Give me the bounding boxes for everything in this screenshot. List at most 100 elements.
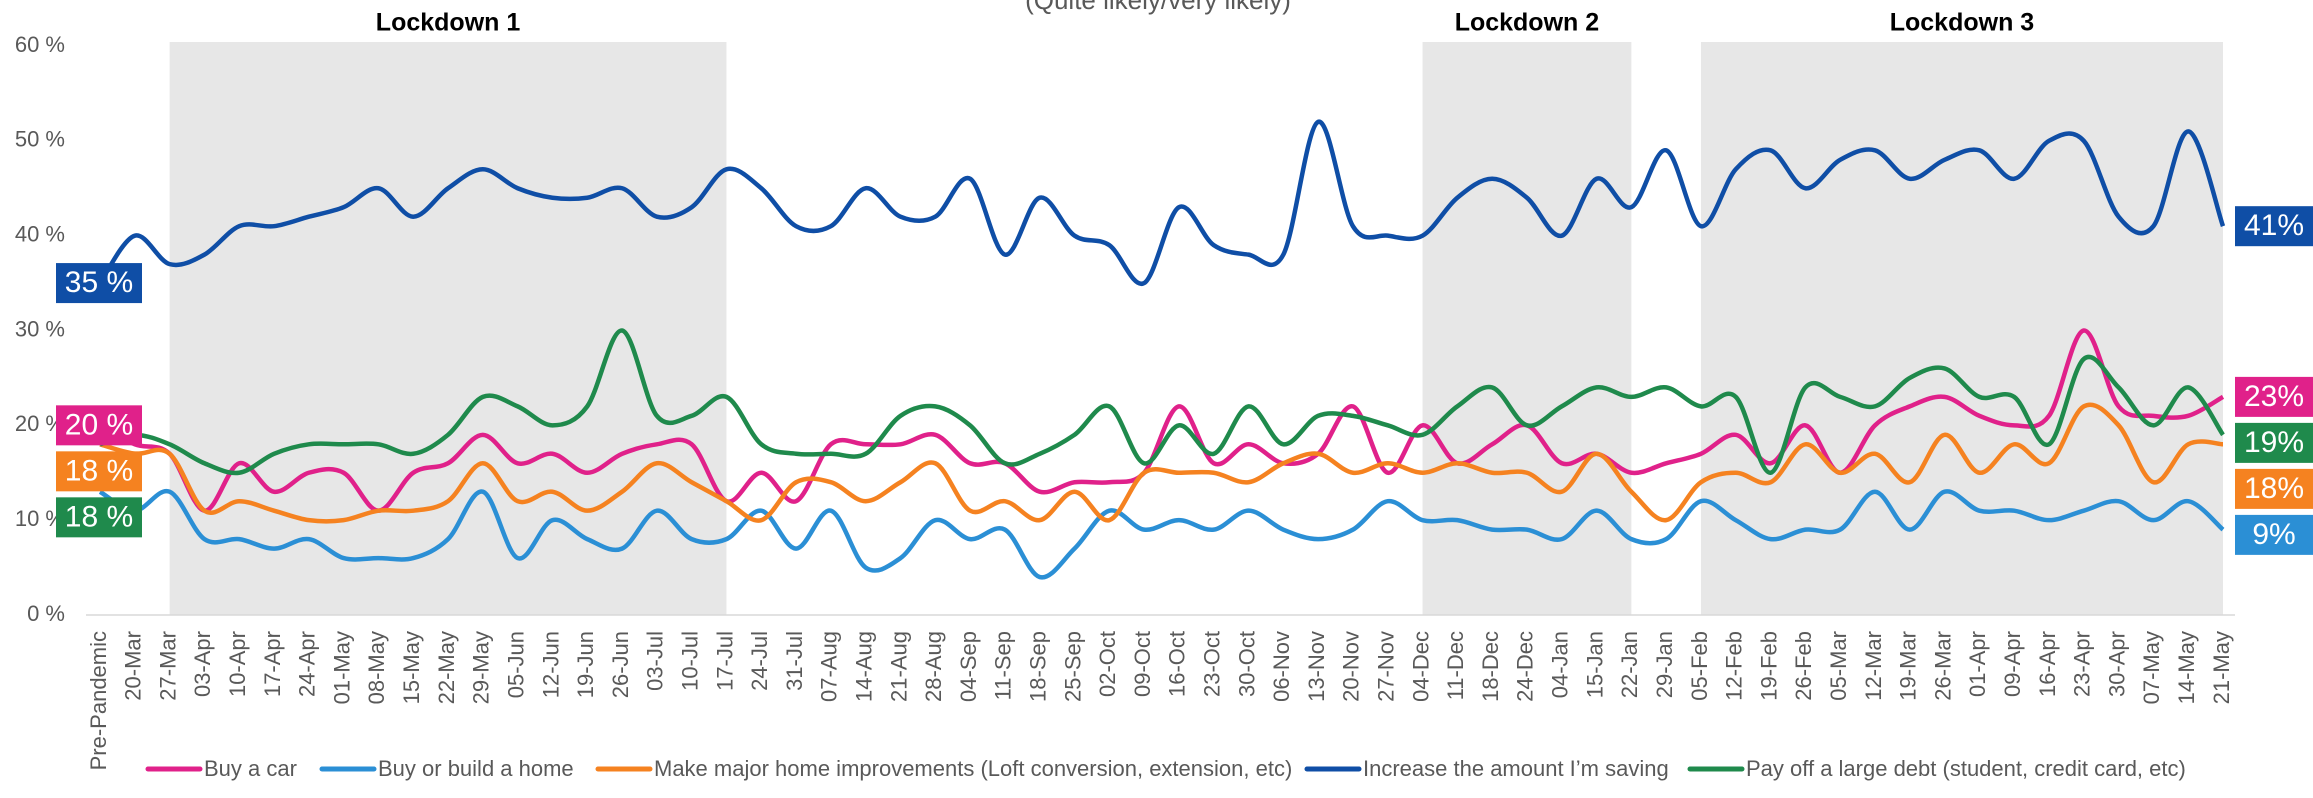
data-label: 35 % — [65, 266, 133, 299]
x-tick-label: 19-Jun — [573, 631, 598, 698]
x-tick-label: 18-Dec — [1478, 631, 1503, 702]
x-tick-label: 09-Oct — [1130, 631, 1155, 697]
x-tick-label: 14-Aug — [851, 631, 876, 702]
x-tick-label: 22-Jan — [1617, 631, 1642, 698]
data-label: 20 % — [65, 408, 133, 441]
end-label-box — [56, 451, 142, 492]
series-line — [99, 402, 2224, 524]
end-label-box — [2235, 514, 2313, 555]
x-tick-label: 29-Jan — [1652, 631, 1677, 698]
x-tick-label: 24-Jul — [747, 631, 772, 691]
legend-label: Buy or build a home — [378, 756, 574, 781]
x-tick-label: 07-Aug — [817, 631, 842, 702]
x-tick-label: 15-Jan — [1582, 631, 1607, 698]
y-tick-label: 50 % — [15, 127, 65, 152]
y-tick-label: 30 % — [15, 316, 65, 341]
end-label-box — [56, 263, 142, 304]
legend-label: Increase the amount I’m saving — [1363, 756, 1669, 781]
x-tick-label: 26-Mar — [1930, 631, 1955, 701]
x-tick-label: 21-May — [2209, 631, 2234, 704]
lockdown-band — [169, 42, 727, 615]
end-label-box — [2235, 422, 2313, 463]
legend-label: Buy a car — [204, 756, 297, 781]
end-label-box — [2235, 376, 2313, 417]
series-line — [99, 328, 2225, 476]
lockdown-band — [1700, 42, 2223, 615]
x-tick-label: 20-Mar — [121, 631, 146, 701]
data-label: 18% — [2244, 472, 2304, 505]
chart-subtitle: (Quite likely/very likely) — [1025, 0, 1291, 15]
x-tick-label: 22-May — [434, 631, 459, 704]
x-tick-label: 13-Nov — [1304, 631, 1329, 702]
x-tick-label: 18-Sep — [1026, 631, 1051, 702]
series-line — [98, 488, 2225, 580]
series-line — [98, 328, 2225, 513]
x-tick-label: 25-Sep — [1060, 631, 1085, 702]
x-tick-label: 10-Jul — [677, 631, 702, 691]
x-tick-label: 29-May — [469, 631, 494, 704]
x-tick-label: 03-Apr — [190, 631, 215, 697]
x-tick-label: 01-May — [329, 631, 354, 704]
x-tick-label: 04-Sep — [956, 631, 981, 702]
x-tick-label: 03-Jul — [643, 631, 668, 691]
end-label-box — [2235, 206, 2313, 247]
x-tick-label: 15-May — [399, 631, 424, 704]
x-tick-label: 11-Sep — [991, 631, 1016, 700]
x-tick-label: 27-Mar — [155, 631, 180, 701]
data-label: 18 % — [65, 454, 133, 487]
x-tick-label: 11-Dec — [1443, 631, 1468, 700]
data-label: 41% — [2244, 209, 2304, 242]
legend-label: Make major home improvements (Loft conve… — [654, 756, 1292, 781]
x-tick-label: 24-Dec — [1513, 631, 1538, 702]
x-tick-label: 10-Apr — [225, 631, 250, 697]
x-tick-label: 26-Feb — [1791, 631, 1816, 701]
x-tick-label: 05-Jun — [503, 631, 528, 698]
x-tick-label: 17-Jul — [712, 631, 737, 691]
x-tick-label: 16-Oct — [1165, 631, 1190, 697]
x-tick-label: 06-Nov — [1269, 631, 1294, 702]
x-tick-label: 28-Aug — [921, 631, 946, 702]
legend-label: Pay off a large debt (student, credit ca… — [1746, 756, 2186, 781]
x-tick-label: 16-Apr — [2035, 631, 2060, 697]
x-tick-label: 17-Apr — [260, 631, 285, 697]
data-label: 19% — [2244, 426, 2304, 459]
x-tick-label: 31-Jul — [782, 631, 807, 691]
x-tick-label: 27-Nov — [1374, 631, 1399, 702]
data-label: 23% — [2244, 380, 2304, 413]
x-tick-label: 30-Apr — [2104, 631, 2129, 697]
x-tick-label: 05-Feb — [1687, 631, 1712, 701]
x-tick-label: 02-Oct — [1095, 631, 1120, 697]
end-label-box — [56, 405, 142, 446]
x-tick-label: 20-Nov — [1339, 631, 1364, 702]
x-tick-label: 04-Dec — [1408, 631, 1433, 702]
y-tick-label: 0 % — [27, 601, 65, 626]
end-label-box — [2235, 468, 2313, 509]
x-tick-label: 30-Oct — [1234, 631, 1259, 697]
data-label: 18 % — [65, 500, 133, 533]
x-tick-label: 01-Apr — [1965, 631, 1990, 697]
x-tick-label: 12-Jun — [538, 631, 563, 698]
x-tick-label: 26-Jun — [608, 631, 633, 698]
x-tick-label: 19-Feb — [1756, 631, 1781, 701]
x-tick-label: 21-Aug — [886, 631, 911, 702]
lockdown-label: Lockdown 2 — [1455, 9, 1599, 37]
x-tick-label: 12-Mar — [1861, 631, 1886, 701]
lockdown-label: Lockdown 1 — [376, 9, 521, 37]
x-tick-label: 04-Jan — [1548, 631, 1573, 698]
data-label: 9% — [2252, 518, 2295, 551]
x-tick-label: 23-Oct — [1200, 631, 1225, 697]
x-tick-label: 19-Mar — [1896, 631, 1921, 701]
lockdown-label: Lockdown 3 — [1890, 9, 2034, 37]
x-tick-label: 07-May — [2139, 631, 2164, 704]
shaded-periods — [169, 42, 2223, 615]
y-tick-label: 40 % — [15, 221, 65, 246]
x-tick-label: 05-Mar — [1826, 631, 1851, 701]
series-line — [98, 119, 2226, 286]
x-tick-label: 14-May — [2174, 631, 2199, 704]
x-tick-label: Pre-Pandemic — [86, 631, 111, 770]
x-tick-label: 24-Apr — [295, 631, 320, 697]
x-tick-label: 09-Apr — [2000, 631, 2025, 697]
x-tick-label: 23-Apr — [2070, 631, 2095, 697]
x-tick-label: 08-May — [364, 631, 389, 704]
